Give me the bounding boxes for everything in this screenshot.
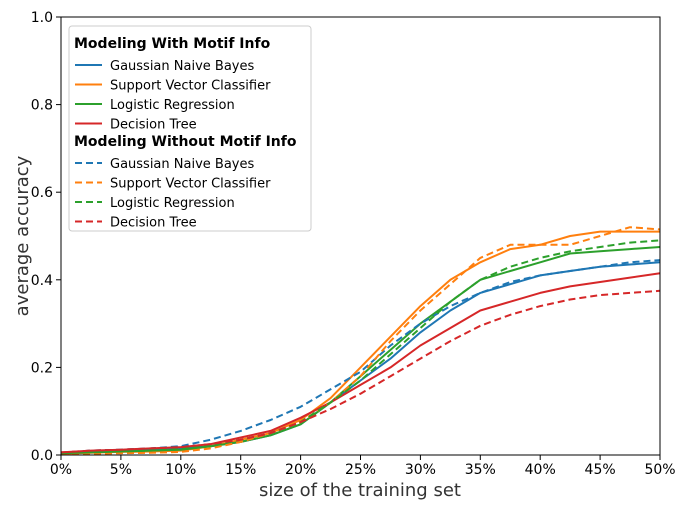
y-axis-ticks: 0.0 0.2 0.4 0.6 0.8 1.0 [31,10,61,464]
series-line-without-motif-decision-tree [60,289,661,454]
x-tick-label: 10% [165,462,196,478]
legend-entry-label: Logistic Regression [110,196,235,211]
legend-entry-label: Gaussian Naive Bayes [110,59,254,74]
legend-entry-label: Support Vector Classifier [110,79,271,94]
y-axis-label: average accuracy [12,155,33,316]
legend-group-without-motif: Gaussian Naive Bayes Support Vector Class… [75,157,271,231]
legend: Modeling With Motif Info Gaussian Naive … [68,25,312,232]
x-tick-label: 0% [50,462,72,478]
legend-entry-label: Logistic Regression [110,98,235,113]
x-tick-label: 50% [644,462,675,478]
legend-box [68,25,312,232]
series-line-without-motif-support-vector-classifier [60,226,661,456]
y-tick-label: 0.2 [31,360,53,376]
x-axis-ticks: 0% 5% 10% 15% 20% 25% 30% 35% 40% 45% 50% [50,455,676,478]
plot-lines [60,226,661,456]
y-tick-label: 1.0 [31,10,53,26]
y-tick-label: 0.8 [31,98,53,114]
x-tick-label: 5% [110,462,132,478]
x-tick-label: 15% [225,462,256,478]
x-tick-label: 35% [465,462,496,478]
y-tick-label: 0.6 [31,185,53,201]
legend-entry-label: Decision Tree [110,216,197,231]
x-tick-label: 45% [585,462,616,478]
y-tick-label: 0.0 [31,448,53,464]
legend-group-title: Modeling With Motif Info [74,36,271,52]
x-tick-label: 25% [345,462,376,478]
x-tick-label: 30% [405,462,436,478]
x-axis-label: size of the training set [259,480,461,501]
legend-group-with-motif: Gaussian Naive Bayes Support Vector Class… [75,59,271,133]
legend-entry-label: Gaussian Naive Bayes [110,157,254,172]
legend-group-title: Modeling Without Motif Info [74,134,297,150]
x-tick-label: 20% [285,462,316,478]
y-tick-label: 0.4 [31,273,53,289]
legend-entry-label: Decision Tree [110,118,197,133]
legend-entry-label: Support Vector Classifier [110,177,271,192]
x-tick-label: 40% [525,462,556,478]
series-line-without-motif-logistic-regression [60,239,661,455]
